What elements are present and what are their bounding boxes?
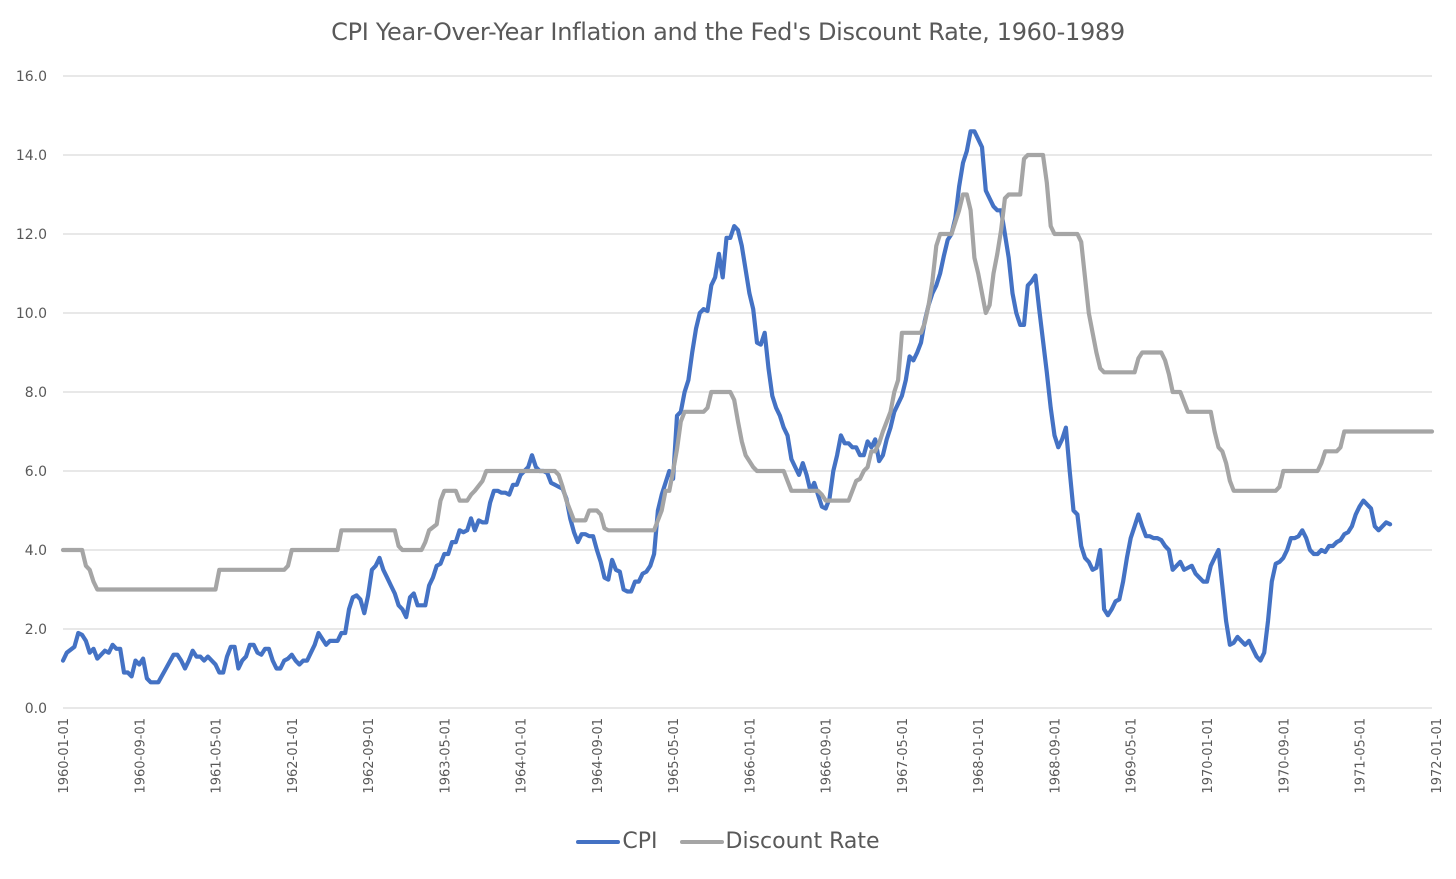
x-tick-label: 1972-01-01 <box>1430 718 1445 794</box>
x-tick-label: 1965-05-01 <box>667 718 682 794</box>
legend-label-cpi: CPI <box>622 829 658 854</box>
legend-label-discount-rate: Discount Rate <box>725 829 880 854</box>
x-tick-label: 1960-01-01 <box>57 718 72 794</box>
y-axis-ticks: 0.0 2.0 4.0 6.0 8.0 10.0 12.0 14.0 16.0 <box>16 69 47 717</box>
y-tick-label: 2.0 <box>25 622 47 638</box>
y-tick-label: 4.0 <box>25 543 47 559</box>
series-line-discount-rate <box>60 152 1435 592</box>
chart-title: CPI Year-Over-Year Inflation and the Fed… <box>331 18 1125 46</box>
legend: CPI Discount Rate <box>0 829 1456 854</box>
x-tick-label: 1966-01-01 <box>743 718 758 794</box>
legend-swatch-discount-rate <box>679 839 724 844</box>
x-tick-label: 1970-01-01 <box>1201 718 1216 794</box>
y-tick-label: 10.0 <box>16 306 47 322</box>
x-tick-label: 1961-05-01 <box>210 718 225 794</box>
y-tick-label: 8.0 <box>25 385 47 401</box>
x-tick-label: 1970-09-01 <box>1277 718 1292 794</box>
legend-swatch-cpi <box>576 839 621 844</box>
x-tick-label: 1969-05-01 <box>1125 718 1140 794</box>
x-tick-label: 1964-09-01 <box>591 718 606 794</box>
x-tick-label: 1968-09-01 <box>1048 718 1063 794</box>
y-tick-label: 16.0 <box>16 69 47 85</box>
series-line-cpi <box>60 129 1393 685</box>
y-tick-label: 14.0 <box>16 148 47 164</box>
legend-item-discount-rate: Discount Rate <box>679 829 880 854</box>
x-tick-label: 1967-05-01 <box>896 718 911 794</box>
y-tick-label: 12.0 <box>16 227 47 243</box>
x-tick-label: 1962-09-01 <box>362 718 377 794</box>
x-tick-label: 1964-01-01 <box>515 718 530 794</box>
x-axis-ticks: 1960-01-01 1960-09-01 1961-05-01 1962-01-01… <box>57 718 1445 794</box>
series-lines <box>60 129 1435 685</box>
x-tick-label: 1968-01-01 <box>972 718 987 794</box>
y-tick-label: 6.0 <box>25 464 47 480</box>
x-tick-label: 1962-01-01 <box>286 718 301 794</box>
x-tick-label: 1971-05-01 <box>1354 718 1369 794</box>
y-tick-label: 0.0 <box>25 701 47 717</box>
legend-item-cpi: CPI <box>576 829 658 854</box>
x-tick-label: 1966-09-01 <box>820 718 835 794</box>
x-tick-label: 1960-09-01 <box>133 718 148 794</box>
x-tick-label: 1963-05-01 <box>438 718 453 794</box>
